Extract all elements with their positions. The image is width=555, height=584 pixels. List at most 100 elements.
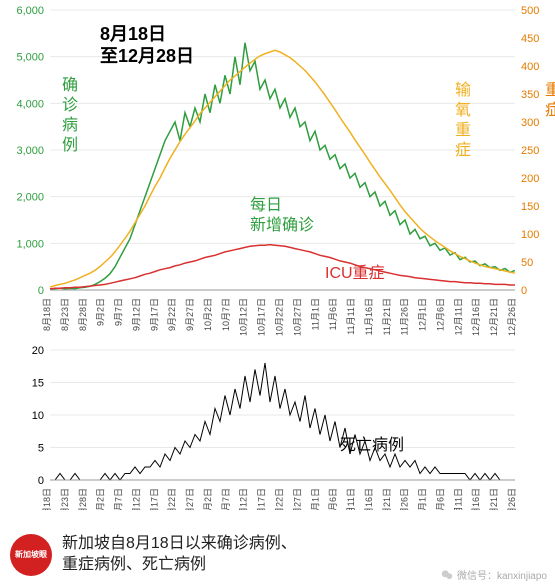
svg-text:新增确诊: 新增确诊 [250,216,314,234]
logo-text: 新加坡眼 [15,551,47,559]
svg-text:0: 0 [38,475,44,487]
svg-text:150: 150 [521,201,539,213]
svg-text:9月27日: 9月27日 [185,488,195,510]
svg-text:10月2日: 10月2日 [203,488,213,510]
svg-text:8月23日: 8月23日 [60,488,70,510]
svg-text:11月26日: 11月26日 [400,488,410,510]
wechat-label: 微信号：kanxinjiapo [457,567,547,582]
svg-text:12月11日: 12月11日 [453,488,463,510]
svg-text:症: 症 [455,141,471,159]
svg-text:输: 输 [455,81,471,99]
chart-area: 01,0002,0003,0004,0005,0006,000050100150… [0,0,555,515]
svg-text:重: 重 [545,81,555,99]
footer-line2: 重症病例、死亡病例 [62,555,297,576]
svg-text:病: 病 [62,116,78,134]
svg-text:12月21日: 12月21日 [489,488,499,510]
svg-text:500: 500 [521,5,539,17]
svg-text:10月7日: 10月7日 [221,488,231,510]
svg-text:12月21日: 12月21日 [489,298,499,336]
svg-text:4,000: 4,000 [16,98,44,110]
svg-text:400: 400 [521,61,539,73]
svg-text:11月26日: 11月26日 [400,298,410,335]
svg-text:15: 15 [32,378,44,390]
svg-text:8月18日: 8月18日 [100,24,166,44]
svg-text:11月16日: 11月16日 [364,298,374,335]
svg-text:0: 0 [38,285,44,297]
svg-text:症: 症 [545,101,555,119]
svg-text:1,000: 1,000 [16,238,44,250]
svg-text:10月12日: 10月12日 [239,298,249,336]
svg-text:10月22日: 10月22日 [275,298,285,336]
svg-text:11月1日: 11月1日 [310,488,320,510]
svg-text:12月26日: 12月26日 [507,488,517,510]
svg-text:12月6日: 12月6日 [435,488,445,510]
svg-text:9月12日: 9月12日 [131,298,141,331]
svg-text:11月21日: 11月21日 [382,298,392,335]
svg-text:8月18日: 8月18日 [42,488,52,510]
svg-text:20: 20 [32,345,44,357]
svg-text:10月27日: 10月27日 [292,488,302,510]
svg-text:10月12日: 10月12日 [239,488,249,510]
svg-text:3,000: 3,000 [16,145,44,157]
charts-svg: 01,0002,0003,0004,0005,0006,000050100150… [0,0,555,510]
svg-text:5: 5 [38,443,44,455]
svg-text:至12月28日: 至12月28日 [100,46,194,66]
svg-text:11月6日: 11月6日 [328,298,338,330]
svg-text:2,000: 2,000 [16,192,44,204]
svg-text:10: 10 [32,410,44,422]
svg-text:氧: 氧 [455,101,471,119]
svg-text:0: 0 [521,285,527,297]
wechat-icon [440,568,454,582]
svg-text:重: 重 [455,121,471,139]
svg-text:8月28日: 8月28日 [78,488,88,510]
svg-text:8月18日: 8月18日 [42,298,52,331]
svg-text:9月2日: 9月2日 [96,298,106,326]
svg-text:10月2日: 10月2日 [203,298,213,331]
svg-text:9月22日: 9月22日 [167,298,177,331]
svg-text:8月28日: 8月28日 [78,298,88,331]
svg-text:12月16日: 12月16日 [471,298,481,336]
svg-text:12月1日: 12月1日 [418,488,428,510]
svg-text:11月11日: 11月11日 [346,298,356,335]
footer-caption: 新加坡自8月18日以来确诊病例、 重症病例、死亡病例 [62,534,297,576]
svg-text:300: 300 [521,117,539,129]
svg-text:9月22日: 9月22日 [167,488,177,510]
svg-text:11月16日: 11月16日 [364,488,374,510]
svg-text:诊: 诊 [62,96,78,114]
svg-text:9月2日: 9月2日 [96,488,106,510]
svg-text:200: 200 [521,173,539,185]
svg-text:6,000: 6,000 [16,5,44,17]
svg-text:11月11日: 11月11日 [346,488,356,510]
svg-text:10月22日: 10月22日 [275,488,285,510]
svg-text:8月23日: 8月23日 [60,298,70,331]
svg-text:50: 50 [521,257,533,269]
svg-text:ICU重症: ICU重症 [325,264,385,282]
svg-text:5,000: 5,000 [16,52,44,64]
svg-text:12月11日: 12月11日 [453,298,463,335]
svg-text:10月7日: 10月7日 [221,298,231,331]
svg-text:死亡病例: 死亡病例 [340,436,404,454]
svg-text:10月27日: 10月27日 [292,298,302,336]
logo-badge: 新加坡眼 [10,534,52,576]
svg-text:9月7日: 9月7日 [114,488,124,510]
svg-text:12月1日: 12月1日 [418,298,428,331]
footer-line1: 新加坡自8月18日以来确诊病例、 [62,534,297,555]
svg-text:9月12日: 9月12日 [131,488,141,510]
svg-text:350: 350 [521,89,539,101]
svg-text:12月26日: 12月26日 [507,298,517,336]
svg-text:9月7日: 9月7日 [114,298,124,326]
svg-text:9月17日: 9月17日 [149,488,159,510]
svg-text:12月16日: 12月16日 [471,488,481,510]
svg-text:11月1日: 11月1日 [310,298,320,330]
svg-text:11月21日: 11月21日 [382,488,392,510]
svg-text:11月6日: 11月6日 [328,488,338,510]
wechat-watermark: 微信号：kanxinjiapo [440,567,547,582]
svg-text:9月17日: 9月17日 [149,298,159,331]
svg-text:10月17日: 10月17日 [257,488,267,510]
svg-text:250: 250 [521,145,539,157]
svg-text:确: 确 [62,76,78,94]
svg-text:每日: 每日 [250,196,282,214]
svg-text:例: 例 [62,136,78,154]
svg-text:100: 100 [521,229,539,241]
svg-text:9月27日: 9月27日 [185,298,195,331]
